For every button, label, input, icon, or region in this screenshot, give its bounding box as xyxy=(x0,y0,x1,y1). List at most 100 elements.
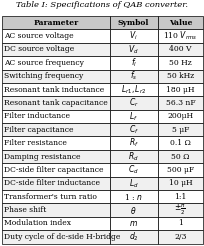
Text: Duty cycle of dc-side H-bridge: Duty cycle of dc-side H-bridge xyxy=(4,233,120,241)
Bar xyxy=(109,83,157,96)
Text: Switching frequency: Switching frequency xyxy=(4,72,83,80)
Text: $C_f$: $C_f$ xyxy=(128,123,138,136)
Bar xyxy=(157,83,202,96)
Text: Resonant tank inductance: Resonant tank inductance xyxy=(4,86,104,94)
Text: 50 Ω: 50 Ω xyxy=(170,153,189,161)
Bar xyxy=(2,230,109,244)
Bar xyxy=(109,16,157,29)
Bar xyxy=(157,150,202,163)
Bar xyxy=(109,150,157,163)
Text: 1 : $n$: 1 : $n$ xyxy=(124,192,142,202)
Bar xyxy=(109,137,157,150)
Bar xyxy=(109,96,157,110)
Text: 5 μF: 5 μF xyxy=(171,126,188,134)
Text: $V_d$: $V_d$ xyxy=(128,43,138,56)
Text: DC source voltage: DC source voltage xyxy=(4,46,74,53)
Text: $d_2$: $d_2$ xyxy=(128,231,138,243)
Bar xyxy=(109,29,157,43)
Text: $V_i$: $V_i$ xyxy=(129,30,137,42)
Bar xyxy=(157,70,202,83)
Text: AC source frequency: AC source frequency xyxy=(4,59,84,67)
Bar xyxy=(2,83,109,96)
Bar xyxy=(109,43,157,56)
Text: $C_r$: $C_r$ xyxy=(128,97,138,109)
Bar xyxy=(2,110,109,123)
Text: Resonant tank capacitance: Resonant tank capacitance xyxy=(4,99,108,107)
Text: 56.3 nF: 56.3 nF xyxy=(165,99,194,107)
Bar xyxy=(157,16,202,29)
Bar xyxy=(109,230,157,244)
Text: 200μH: 200μH xyxy=(166,112,192,120)
Bar xyxy=(157,217,202,230)
Bar xyxy=(2,163,109,177)
Bar xyxy=(109,177,157,190)
Bar xyxy=(2,96,109,110)
Text: $L_{r1}, L_{r2}$: $L_{r1}, L_{r2}$ xyxy=(120,83,146,96)
Text: $\pm\frac{\pi}{2}$: $\pm\frac{\pi}{2}$ xyxy=(174,203,185,217)
Text: AC source voltage: AC source voltage xyxy=(4,32,74,40)
Bar xyxy=(157,123,202,137)
Text: 1:1: 1:1 xyxy=(173,193,186,201)
Text: Parameter: Parameter xyxy=(33,19,78,27)
Text: $R_f$: $R_f$ xyxy=(128,137,138,149)
Text: 0.1 Ω: 0.1 Ω xyxy=(169,139,190,147)
Text: DC-side filter capacitance: DC-side filter capacitance xyxy=(4,166,103,174)
Text: Filter resistance: Filter resistance xyxy=(4,139,67,147)
Bar xyxy=(2,16,109,29)
Bar xyxy=(2,137,109,150)
Bar xyxy=(157,29,202,43)
Bar xyxy=(2,217,109,230)
Bar xyxy=(2,29,109,43)
Text: DC-side filter inductance: DC-side filter inductance xyxy=(4,179,100,187)
Text: 2/3: 2/3 xyxy=(173,233,186,241)
Bar xyxy=(2,123,109,137)
Text: $m$: $m$ xyxy=(129,219,137,228)
Bar xyxy=(2,150,109,163)
Bar xyxy=(109,203,157,217)
Text: 10 μH: 10 μH xyxy=(168,179,191,187)
Bar xyxy=(109,190,157,203)
Text: $f_l$: $f_l$ xyxy=(130,57,136,69)
Text: $L_d$: $L_d$ xyxy=(128,177,138,190)
Bar xyxy=(2,203,109,217)
Text: $R_d$: $R_d$ xyxy=(128,150,138,163)
Text: Modulation index: Modulation index xyxy=(4,219,71,228)
Bar xyxy=(109,163,157,177)
Text: 50 kHz: 50 kHz xyxy=(166,72,193,80)
Bar xyxy=(2,56,109,70)
Text: Transformer's turn ratio: Transformer's turn ratio xyxy=(4,193,97,201)
Bar xyxy=(157,190,202,203)
Bar xyxy=(157,43,202,56)
Bar xyxy=(109,123,157,137)
Bar xyxy=(157,230,202,244)
Text: Damping resistance: Damping resistance xyxy=(4,153,81,161)
Text: $f_s$: $f_s$ xyxy=(129,70,137,82)
Text: 1: 1 xyxy=(177,219,182,228)
Text: $\theta$: $\theta$ xyxy=(130,205,136,215)
Bar xyxy=(2,43,109,56)
Bar xyxy=(109,110,157,123)
Text: 110 $V_{rms}$: 110 $V_{rms}$ xyxy=(162,30,196,42)
Text: $C_d$: $C_d$ xyxy=(128,164,138,176)
Bar xyxy=(2,190,109,203)
Text: Phase shift: Phase shift xyxy=(4,206,47,214)
Bar xyxy=(157,96,202,110)
Bar xyxy=(157,56,202,70)
Text: 400 V: 400 V xyxy=(168,46,191,53)
Bar xyxy=(2,70,109,83)
Text: $L_f$: $L_f$ xyxy=(129,110,137,123)
Bar xyxy=(157,177,202,190)
Text: 500 μF: 500 μF xyxy=(166,166,193,174)
Bar xyxy=(157,163,202,177)
Text: 50 Hz: 50 Hz xyxy=(168,59,191,67)
Text: Value: Value xyxy=(168,19,191,27)
Bar xyxy=(157,137,202,150)
Text: 180 μH: 180 μH xyxy=(165,86,194,94)
Bar xyxy=(157,203,202,217)
Text: Table I: Specifications of QAB converter.: Table I: Specifications of QAB converter… xyxy=(16,1,188,9)
Bar xyxy=(2,177,109,190)
Bar xyxy=(109,70,157,83)
Text: Filter capacitance: Filter capacitance xyxy=(4,126,74,134)
Bar xyxy=(109,217,157,230)
Text: Symbol: Symbol xyxy=(117,19,149,27)
